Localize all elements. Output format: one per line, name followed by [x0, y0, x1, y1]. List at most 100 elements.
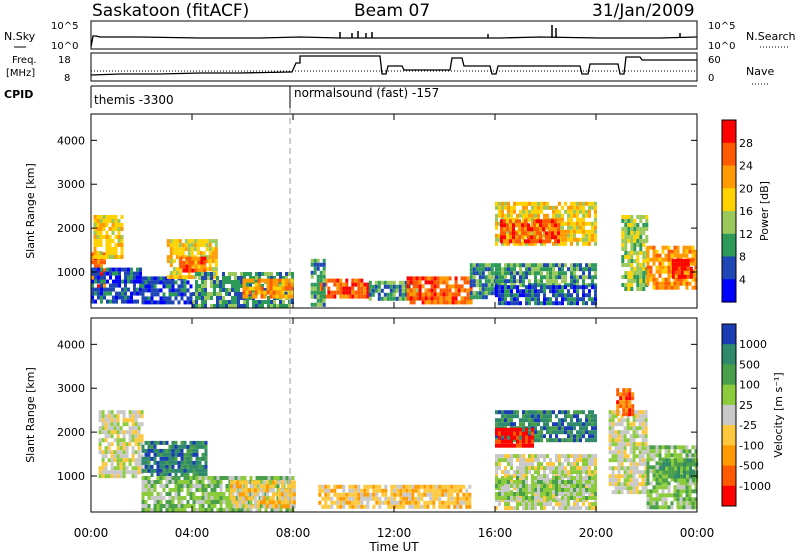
power-cell	[585, 233, 588, 238]
velocity-cell	[516, 431, 519, 436]
velocity-cell	[381, 488, 385, 493]
power-cell	[96, 243, 100, 247]
power-cell	[570, 225, 573, 230]
velocity-cell	[137, 454, 141, 459]
power-cell	[594, 213, 597, 218]
velocity-cell	[549, 470, 552, 475]
velocity-cell	[165, 456, 169, 461]
velocity-cell	[635, 462, 639, 467]
power-cell	[516, 279, 519, 284]
velocity-cell	[558, 418, 561, 423]
velocity-cell	[201, 476, 205, 480]
power-cell	[130, 299, 133, 304]
power-cell	[177, 300, 181, 305]
velocity-cell	[561, 496, 564, 500]
velocity-cell	[189, 504, 193, 508]
velocity-cell	[623, 478, 627, 483]
velocity-cell	[235, 500, 239, 505]
velocity-cell	[195, 472, 199, 477]
velocity-cell	[522, 410, 525, 415]
velocity-cell	[546, 438, 549, 443]
power-cell	[646, 265, 650, 270]
velocity-cell	[549, 498, 552, 503]
velocity-cell	[150, 456, 154, 461]
power-cell	[171, 284, 175, 289]
velocity-cell	[608, 478, 612, 483]
velocity-cell	[685, 505, 689, 510]
velocity-cell	[195, 508, 199, 512]
power-cell	[537, 267, 540, 272]
power-cell	[424, 300, 428, 305]
power-cell	[503, 227, 506, 232]
velocity-cell	[694, 453, 698, 458]
power-cell	[208, 239, 212, 244]
velocity-cell	[213, 484, 217, 488]
power-cell	[97, 291, 100, 296]
velocity-ytick-label: 4000	[57, 338, 85, 351]
velocity-cell	[644, 438, 648, 443]
power-cell	[179, 264, 183, 269]
power-cell	[231, 280, 234, 284]
velocity-cell	[110, 422, 114, 427]
velocity-cell	[137, 426, 141, 431]
power-cell	[624, 283, 628, 287]
velocity-cell	[372, 484, 376, 489]
velocity-cell	[646, 489, 650, 494]
power-cell	[430, 300, 434, 305]
velocity-cell	[153, 508, 157, 512]
velocity-cell	[525, 458, 528, 463]
power-cell	[537, 279, 540, 284]
power-cell	[558, 267, 561, 272]
velocity-cell	[507, 506, 510, 511]
power-cell	[621, 275, 625, 279]
velocity-cell	[588, 488, 591, 492]
velocity-cell	[192, 452, 196, 457]
power-cell	[430, 288, 434, 293]
velocity-cell	[119, 410, 123, 415]
velocity-cell	[195, 480, 199, 484]
velocity-cell	[459, 484, 463, 489]
power-cell	[567, 209, 570, 214]
velocity-cell	[507, 488, 510, 492]
velocity-cell	[393, 500, 397, 505]
power-cell	[537, 289, 540, 294]
velocity-cell	[165, 484, 169, 488]
velocity-cell	[110, 470, 114, 475]
velocity-cell	[198, 468, 202, 473]
velocity-cell	[614, 442, 618, 447]
power-cell	[127, 275, 130, 280]
velocity-cell	[661, 497, 665, 502]
velocity-cell	[655, 477, 659, 482]
velocity-cell	[528, 426, 531, 431]
power-cell	[93, 239, 97, 243]
velocity-cell	[101, 422, 105, 427]
power-cell	[96, 235, 100, 239]
velocity-cell	[286, 484, 290, 489]
velocity-cell	[638, 450, 642, 455]
velocity-cell	[366, 500, 370, 505]
power-cell	[655, 281, 659, 286]
velocity-cell	[611, 458, 615, 463]
power-cell	[130, 267, 133, 272]
power-cell	[415, 296, 419, 301]
power-cell	[174, 296, 178, 301]
power-cell	[291, 276, 294, 280]
power-cell	[490, 287, 494, 292]
velocity-cell	[501, 470, 504, 475]
power-cell	[222, 276, 225, 280]
velocity-cell	[531, 443, 534, 448]
power-cell	[545, 239, 548, 244]
velocity-cell	[652, 477, 656, 482]
power-cell	[260, 290, 264, 295]
velocity-cell	[348, 488, 352, 493]
velocity-cell	[567, 410, 570, 415]
power-cell	[330, 290, 334, 295]
power-cell	[168, 288, 172, 293]
velocity-cell	[510, 506, 513, 511]
velocity-cell	[134, 470, 138, 475]
power-cell	[178, 251, 182, 256]
velocity-cell	[246, 480, 250, 484]
velocity-cell	[522, 502, 525, 507]
power-cell	[507, 241, 510, 246]
power-cell	[285, 292, 288, 296]
